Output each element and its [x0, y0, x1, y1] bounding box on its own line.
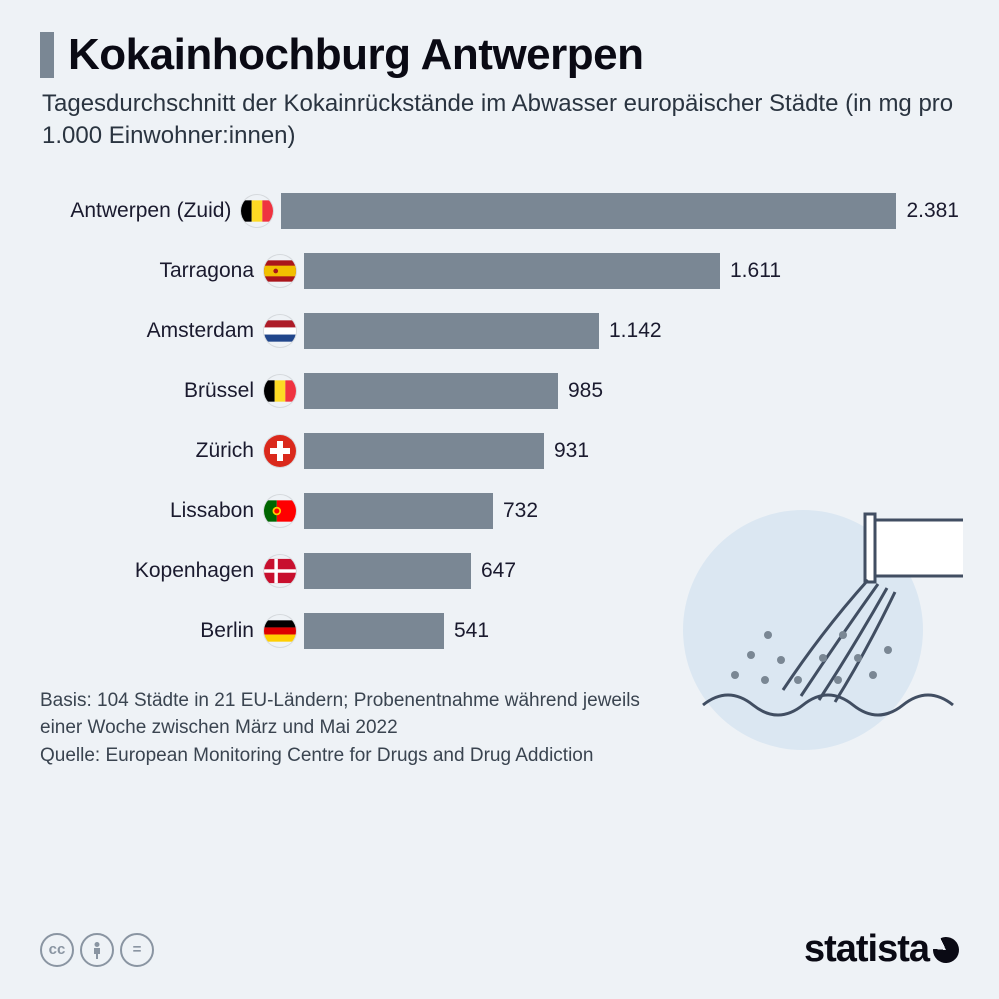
flag-icon-germany [264, 615, 296, 647]
logo-text: statista [804, 928, 929, 971]
bar-row: Berlin 541 [40, 601, 959, 661]
bar-row: Kopenhagen 647 [40, 541, 959, 601]
bar [304, 253, 720, 289]
bar [304, 313, 599, 349]
bar [281, 193, 896, 229]
bar-label: Antwerpen (Zuid) [40, 199, 237, 223]
bar-value: 1.611 [730, 259, 781, 283]
bar-value: 541 [454, 619, 489, 643]
bar-label: Zürich [40, 439, 260, 463]
bar-value: 985 [568, 379, 603, 403]
chart-title: Kokainhochburg Antwerpen [68, 30, 644, 80]
bar-row: Amsterdam 1.142 [40, 301, 959, 361]
bar-label: Tarragona [40, 259, 260, 283]
bar-chart: Antwerpen (Zuid) 2.381 Tarragona 1.611 Amste… [40, 181, 959, 661]
footnote-line: einer Woche zwischen März und Mai 2022 [40, 714, 959, 742]
bar-wrap: 1.142 [304, 313, 959, 349]
flag-icon-spain [264, 255, 296, 287]
bar-row: Brüssel 985 [40, 361, 959, 421]
bar-value: 2.381 [906, 199, 959, 223]
title-row: Kokainhochburg Antwerpen [40, 30, 959, 80]
bar [304, 373, 558, 409]
bar-wrap: 985 [304, 373, 959, 409]
bar-value: 647 [481, 559, 516, 583]
footnote-line: Basis: 104 Städte in 21 EU-Ländern; Prob… [40, 687, 959, 715]
bar-wrap: 732 [304, 493, 959, 529]
bar-label: Berlin [40, 619, 260, 643]
title-accent-bar [40, 32, 54, 78]
bar-row: Tarragona 1.611 [40, 241, 959, 301]
flag-icon-netherlands [264, 315, 296, 347]
bar [304, 493, 493, 529]
footnote-source: Quelle: European Monitoring Centre for D… [40, 742, 959, 770]
nd-icon: = [120, 933, 154, 967]
bar-value: 1.142 [609, 319, 662, 343]
flag-icon-belgium [264, 375, 296, 407]
bar-wrap: 647 [304, 553, 959, 589]
bar-row: Antwerpen (Zuid) 2.381 [40, 181, 959, 241]
bar-value: 931 [554, 439, 589, 463]
bar [304, 553, 471, 589]
bar-row: Lissabon 732 [40, 481, 959, 541]
bar-label: Amsterdam [40, 319, 260, 343]
bar-wrap: 1.611 [304, 253, 959, 289]
bar-label: Kopenhagen [40, 559, 260, 583]
bar-label: Lissabon [40, 499, 260, 523]
bar [304, 613, 444, 649]
flag-icon-switzerland [264, 435, 296, 467]
flag-icon-belgium [241, 195, 273, 227]
flag-icon-denmark [264, 555, 296, 587]
footer: cc = statista [40, 928, 959, 971]
chart-subtitle: Tagesdurchschnitt der Kokainrückstände i… [42, 88, 959, 153]
by-icon [80, 933, 114, 967]
bar-label: Brüssel [40, 379, 260, 403]
bar-wrap: 541 [304, 613, 959, 649]
logo-mark [929, 932, 964, 967]
footnote: Basis: 104 Städte in 21 EU-Ländern; Prob… [40, 687, 959, 770]
flag-icon-portugal [264, 495, 296, 527]
bar-row: Zürich 931 [40, 421, 959, 481]
license-icons: cc = [40, 933, 154, 967]
bar-wrap: 931 [304, 433, 959, 469]
bar-wrap: 2.381 [281, 193, 959, 229]
statista-logo: statista [804, 928, 959, 971]
bar [304, 433, 544, 469]
bar-value: 732 [503, 499, 538, 523]
cc-icon: cc [40, 933, 74, 967]
